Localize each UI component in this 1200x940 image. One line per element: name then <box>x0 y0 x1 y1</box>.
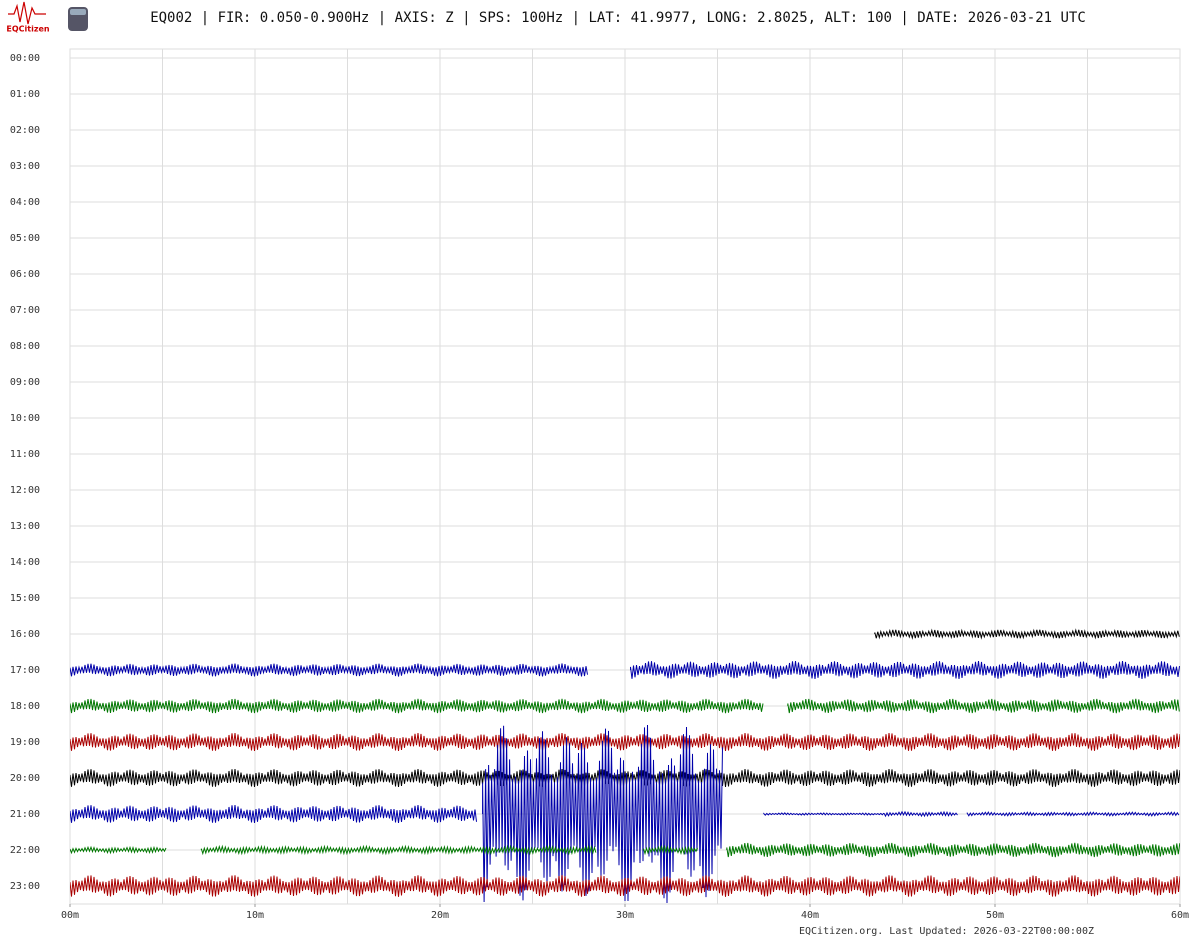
x-tick-label: 30m <box>616 910 634 921</box>
y-tick-label: 04:00 <box>10 197 40 208</box>
trace-segment <box>883 810 958 818</box>
trace-segment <box>966 811 1180 817</box>
logo-text: EQCitizen <box>6 25 50 34</box>
y-tick-label: 17:00 <box>10 665 40 676</box>
x-tick-label: 00m <box>61 910 79 921</box>
trace-segment <box>630 660 1180 680</box>
footer: EQCitizen.org. Last Updated: 2026-03-22T… <box>799 926 1094 937</box>
y-tick-label: 16:00 <box>10 629 40 640</box>
y-tick-label: 05:00 <box>10 233 40 244</box>
y-tick-label: 12:00 <box>10 485 40 496</box>
trace-segment <box>70 732 1180 752</box>
y-tick-label: 23:00 <box>10 881 40 892</box>
y-tick-label: 10:00 <box>10 413 40 424</box>
y-tick-label: 20:00 <box>10 773 40 784</box>
y-tick-label: 11:00 <box>10 449 40 460</box>
x-tick-label: 50m <box>986 910 1004 921</box>
x-tick-label: 10m <box>246 910 264 921</box>
y-tick-label: 01:00 <box>10 89 40 100</box>
y-tick-label: 07:00 <box>10 305 40 316</box>
trace-segment <box>787 698 1180 714</box>
y-tick-label: 14:00 <box>10 557 40 568</box>
traces <box>70 628 1180 904</box>
y-tick-label: 21:00 <box>10 809 40 820</box>
trace-segment <box>70 805 477 824</box>
trace-segment <box>643 844 698 856</box>
header-title: EQ002 | FIR: 0.050-0.900Hz | AXIS: Z | S… <box>150 10 1086 26</box>
logo: EQCitizen <box>6 1 88 34</box>
trace-segment <box>763 812 885 816</box>
trace-segment <box>70 768 1180 788</box>
trace-segment <box>70 663 588 677</box>
trace-segment <box>70 845 167 855</box>
trace-segment <box>482 724 723 904</box>
trace-segment <box>200 844 597 856</box>
x-tick-label: 60m <box>1171 910 1189 921</box>
trace-segment <box>70 698 764 714</box>
y-tick-label: 22:00 <box>10 845 40 856</box>
y-tick-label: 18:00 <box>10 701 40 712</box>
trace-segment <box>726 842 1180 858</box>
trace-segment <box>874 628 1180 640</box>
x-tick-label: 40m <box>801 910 819 921</box>
y-tick-label: 19:00 <box>10 737 40 748</box>
y-tick-label: 09:00 <box>10 377 40 388</box>
y-tick-label: 00:00 <box>10 53 40 64</box>
y-tick-label: 15:00 <box>10 593 40 604</box>
y-tick-label: 03:00 <box>10 161 40 172</box>
y-tick-label: 06:00 <box>10 269 40 280</box>
sensor-icon-top <box>70 9 86 15</box>
logo-wave <box>8 1 46 25</box>
x-tick-label: 20m <box>431 910 449 921</box>
y-tick-label: 02:00 <box>10 125 40 136</box>
y-tick-label: 13:00 <box>10 521 40 532</box>
trace-segment <box>70 875 1180 897</box>
y-tick-label: 08:00 <box>10 341 40 352</box>
